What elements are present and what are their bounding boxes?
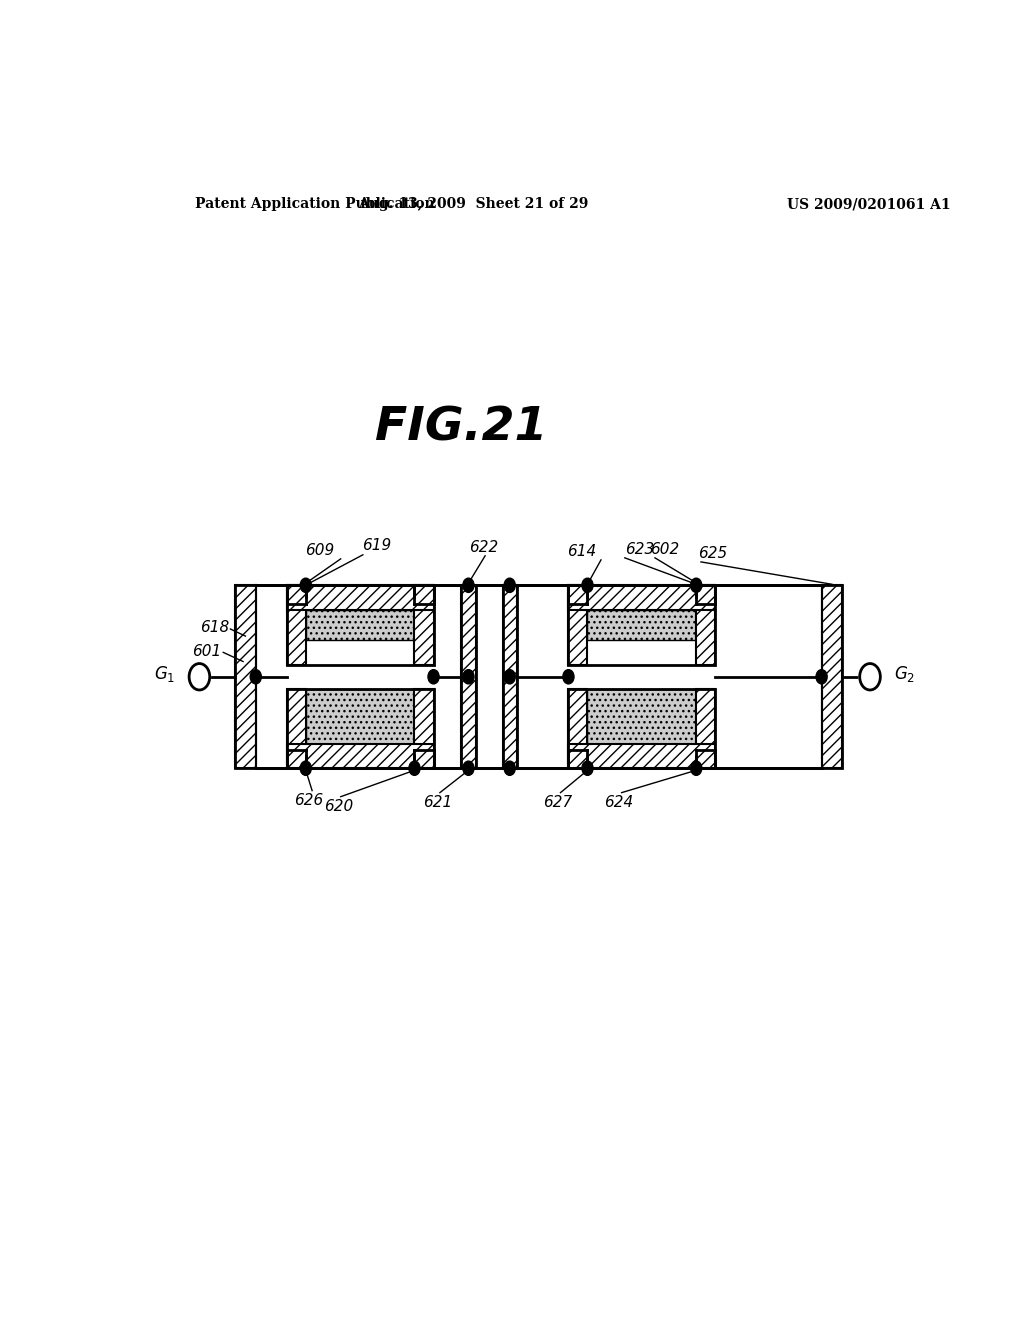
Circle shape — [690, 578, 701, 593]
Text: 619: 619 — [362, 537, 391, 553]
Circle shape — [250, 669, 261, 684]
Text: 622: 622 — [469, 540, 498, 554]
Circle shape — [300, 578, 311, 593]
Bar — [287, 585, 306, 664]
Text: 627: 627 — [544, 795, 572, 809]
Bar — [568, 689, 588, 768]
Text: 626: 626 — [294, 792, 324, 808]
Circle shape — [504, 669, 515, 684]
Text: 614: 614 — [567, 544, 596, 558]
Circle shape — [463, 669, 474, 684]
Bar — [287, 689, 306, 768]
Text: 621: 621 — [423, 795, 453, 809]
Bar — [568, 585, 715, 664]
Text: 620: 620 — [324, 799, 353, 813]
Bar — [236, 585, 256, 768]
Bar — [306, 689, 415, 744]
Text: US 2009/0201061 A1: US 2009/0201061 A1 — [786, 197, 950, 211]
Bar — [306, 610, 415, 640]
Text: Patent Application Publication: Patent Application Publication — [196, 197, 435, 211]
Text: Aug. 13, 2009  Sheet 21 of 29: Aug. 13, 2009 Sheet 21 of 29 — [358, 197, 589, 211]
Bar — [696, 689, 715, 768]
Bar — [821, 585, 842, 768]
Bar — [236, 585, 842, 768]
Circle shape — [504, 578, 515, 593]
Bar — [568, 585, 588, 664]
Bar — [287, 585, 433, 610]
Bar — [503, 585, 517, 768]
Text: FIG.21: FIG.21 — [375, 405, 548, 450]
Text: $G_1$: $G_1$ — [155, 664, 176, 684]
Text: 618: 618 — [200, 620, 228, 635]
Bar — [588, 610, 696, 640]
Circle shape — [860, 664, 881, 690]
Text: $G_2$: $G_2$ — [894, 664, 915, 684]
Bar — [503, 585, 517, 768]
Circle shape — [300, 762, 311, 775]
Bar — [287, 689, 433, 768]
Bar — [568, 585, 715, 610]
Bar — [461, 585, 475, 768]
Text: 609: 609 — [305, 543, 334, 558]
Circle shape — [563, 669, 574, 684]
Circle shape — [189, 664, 210, 690]
Bar — [287, 744, 433, 768]
Bar — [461, 585, 475, 768]
Circle shape — [504, 762, 515, 775]
Text: 602: 602 — [650, 541, 680, 557]
Text: 625: 625 — [697, 546, 727, 561]
Bar — [696, 585, 715, 664]
Text: 624: 624 — [604, 795, 633, 809]
Bar — [415, 585, 433, 664]
Text: 601: 601 — [193, 644, 221, 659]
Bar — [568, 689, 715, 768]
Bar — [588, 689, 696, 744]
Bar — [236, 585, 842, 768]
Circle shape — [463, 578, 474, 593]
Bar — [568, 744, 715, 768]
Bar — [287, 585, 433, 664]
Circle shape — [463, 762, 474, 775]
Circle shape — [582, 762, 593, 775]
Circle shape — [690, 762, 701, 775]
Circle shape — [582, 578, 593, 593]
Bar — [415, 689, 433, 768]
Circle shape — [409, 762, 420, 775]
Circle shape — [428, 669, 439, 684]
Circle shape — [816, 669, 827, 684]
Text: 623: 623 — [625, 541, 654, 557]
